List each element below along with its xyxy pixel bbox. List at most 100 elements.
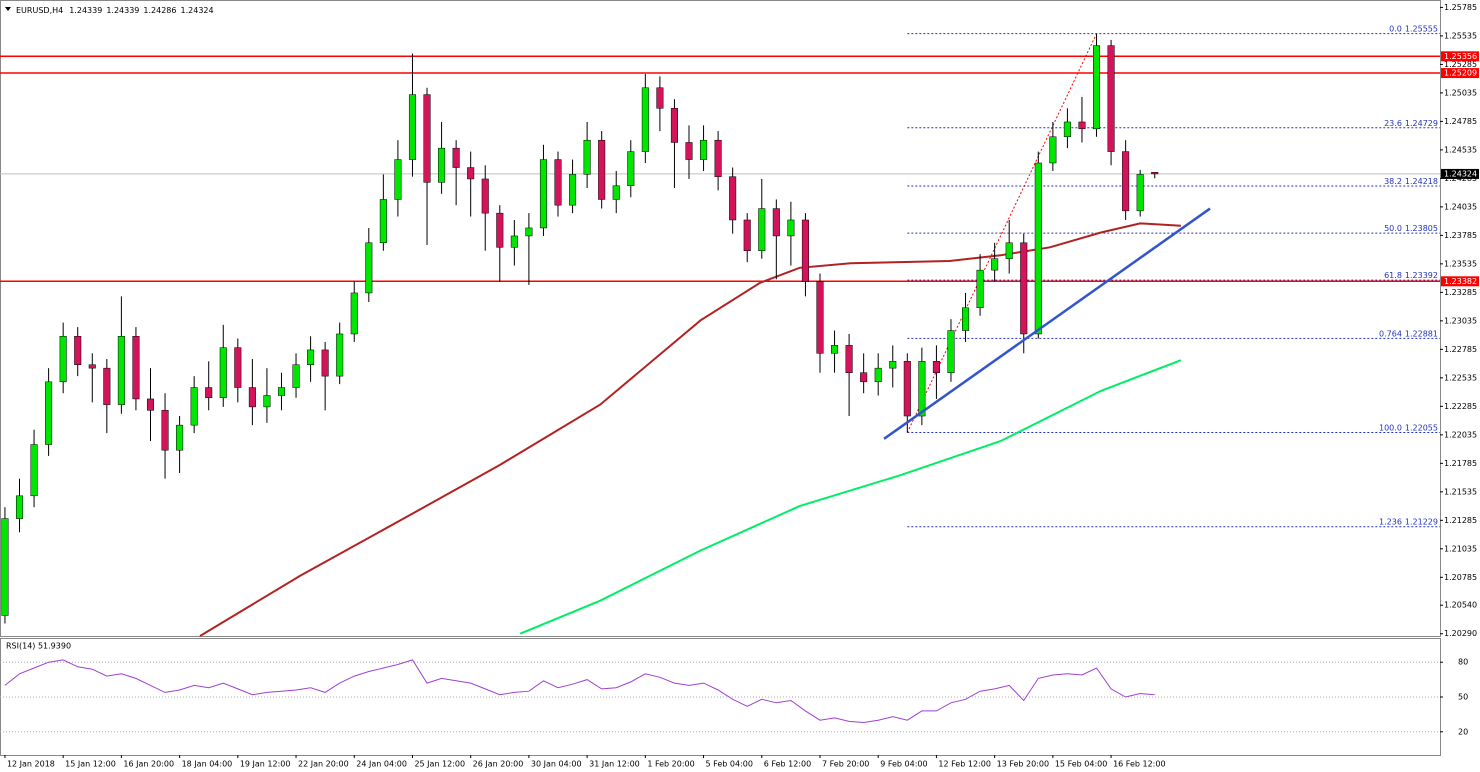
candle-body <box>30 444 38 497</box>
candle-body <box>205 387 213 399</box>
fib-label: 38.2 1.24218 <box>1384 177 1438 186</box>
price-label: 1.25209 <box>1444 69 1477 78</box>
candle-body <box>467 167 475 180</box>
header: EURUSD,H4 1.24339 1.24339 1.24286 1.24324 <box>16 6 214 15</box>
rsi-title: RSI(14) 51.9390 <box>6 642 71 651</box>
candle-body <box>1 518 9 616</box>
candle-body <box>59 335 67 383</box>
y-tick-label: 1.21035 <box>1444 544 1477 553</box>
candle-body <box>307 349 315 365</box>
candle-body <box>336 333 344 377</box>
x-tick-label: 7 Feb 20:00 <box>822 760 869 769</box>
fib-price: 1.23805 <box>1405 224 1438 233</box>
y-tick-label: 1.23035 <box>1444 316 1477 325</box>
candle-body <box>45 381 53 445</box>
x-tick-label: 16 Jan 20:00 <box>123 760 174 769</box>
y-tick-label: 1.22785 <box>1444 345 1477 354</box>
moving-average <box>519 359 1182 635</box>
y-tick-label: 1.20785 <box>1444 573 1477 582</box>
candle-body <box>947 330 955 373</box>
x-tick-label: 19 Jan 12:00 <box>240 760 291 769</box>
x-tick-label: 26 Jan 20:00 <box>473 760 524 769</box>
fib-price: 1.24729 <box>1405 118 1438 127</box>
price-label: 1.25356 <box>1444 52 1477 61</box>
candle-body <box>918 361 926 417</box>
candle-body <box>481 178 489 214</box>
fib-price: 1.24218 <box>1405 177 1438 186</box>
y-tick-label: 1.20540 <box>1444 601 1477 610</box>
fib-label: 100.0 1.22055 <box>1379 423 1438 432</box>
low: 1.24286 <box>143 6 176 15</box>
fib-ratio: 50.0 <box>1384 224 1402 233</box>
fib-ratio: 61.8 <box>1384 271 1402 280</box>
y-tick-label: 1.22285 <box>1444 402 1477 411</box>
candle-body <box>758 208 766 252</box>
candle-body <box>496 212 504 248</box>
open: 1.24339 <box>69 6 102 15</box>
candle-body <box>612 185 620 200</box>
y-tick-label: 1.25285 <box>1444 60 1477 69</box>
x-tick-label: 22 Jan 20:00 <box>298 760 349 769</box>
x-tick-label: 6 Feb 12:00 <box>764 760 811 769</box>
last-price-label: 1.24324 <box>1444 169 1477 178</box>
fib-label: 23.6 1.24729 <box>1384 118 1438 127</box>
fib-label: 50.0 1.23805 <box>1384 224 1438 233</box>
y-tick-label: 1.24035 <box>1444 202 1477 211</box>
candle-body <box>438 147 446 183</box>
price-label-box <box>1441 68 1479 79</box>
x-tick-label: 15 Feb 04:00 <box>1055 760 1107 769</box>
candle-body <box>874 367 882 383</box>
fib-ratio: 38.2 <box>1384 177 1402 186</box>
fib-label: 1.236 1.21229 <box>1379 517 1438 526</box>
fib-ratio: 0.0 <box>1389 24 1402 33</box>
candle-body <box>583 139 591 175</box>
candle-body <box>641 87 649 152</box>
y-tick-label: 1.23785 <box>1444 231 1477 240</box>
candle-body <box>176 424 184 451</box>
candle-body <box>903 361 911 417</box>
candle-body <box>656 87 664 109</box>
price-label: 1.23382 <box>1444 277 1477 286</box>
candle-body <box>1063 121 1071 138</box>
fib-ratio: 1.236 <box>1379 517 1402 526</box>
y-tick-label: 1.22035 <box>1444 430 1477 439</box>
fib-price: 1.21229 <box>1405 517 1438 526</box>
candle-body <box>452 147 460 168</box>
candle-body <box>787 219 795 237</box>
candle-body <box>991 258 999 271</box>
candle-body <box>831 345 839 354</box>
y-tick-label: 1.22535 <box>1444 373 1477 382</box>
last-price-box <box>1441 168 1479 179</box>
candle-body <box>365 242 373 294</box>
candle-body <box>845 345 853 373</box>
y-tick-label: 1.20290 <box>1444 629 1477 638</box>
x-tick-label: 25 Jan 12:00 <box>414 760 465 769</box>
rsi-y-tick-label: 20 <box>1458 727 1468 736</box>
candle-body <box>132 335 140 400</box>
x-tick-label: 18 Jan 04:00 <box>182 760 233 769</box>
candle-body <box>714 139 722 177</box>
high: 1.24339 <box>106 6 139 15</box>
y-tick-label: 1.23535 <box>1444 259 1477 268</box>
y-tick-label: 1.21785 <box>1444 459 1477 468</box>
y-tick-label: 1.21535 <box>1444 487 1477 496</box>
fib-price: 1.22881 <box>1405 329 1438 338</box>
candle-body <box>525 227 533 237</box>
price-label-box <box>1441 276 1479 287</box>
candle-body <box>190 387 198 426</box>
candle-body <box>88 364 96 369</box>
candle-body <box>1122 151 1130 212</box>
candle-body <box>103 367 111 405</box>
y-tick-label: 1.24535 <box>1444 145 1477 154</box>
x-tick-label: 30 Jan 04:00 <box>531 760 582 769</box>
candle-body <box>161 410 169 451</box>
x-tick-label: 1 Feb 20:00 <box>647 760 694 769</box>
x-tick-label: 15 Jan 12:00 <box>65 760 116 769</box>
candle-body <box>292 364 300 388</box>
candle-body <box>685 142 693 160</box>
y-tick-label: 1.25035 <box>1444 88 1477 97</box>
price-label-box <box>1441 51 1479 62</box>
candle-body <box>423 94 431 183</box>
fib-price: 1.22055 <box>1405 423 1438 432</box>
